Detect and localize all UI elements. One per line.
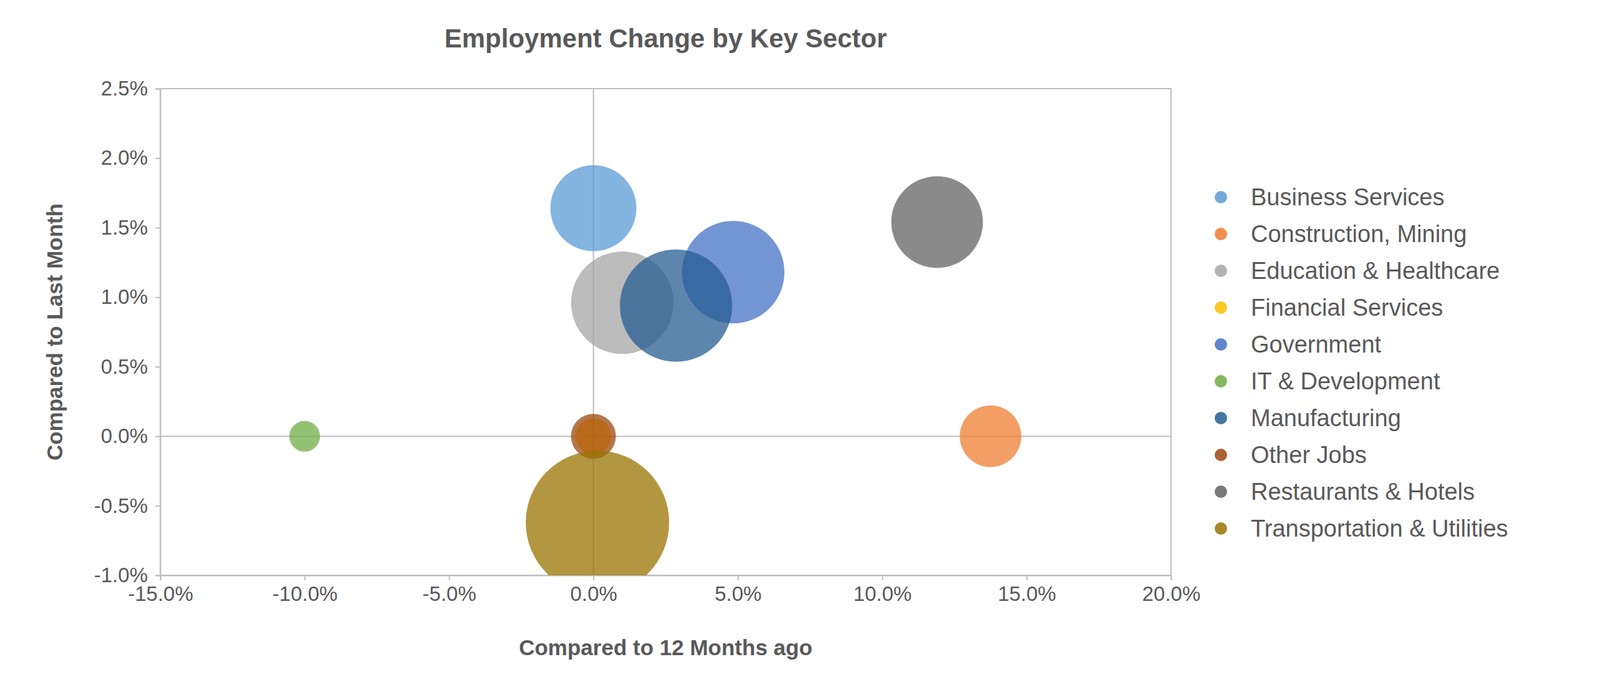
legend-label: Manufacturing	[1250, 404, 1402, 431]
x-axis-title: Compared to 12 Months ago	[518, 634, 813, 660]
legend-label: Business Services	[1250, 183, 1445, 211]
y-tick-mark	[155, 574, 161, 577]
legend-item: Financial Services	[1214, 294, 1443, 321]
chart: Employment Change by Key Sector-15.0%-10…	[0, 0, 1600, 692]
x-tick-mark	[592, 574, 595, 580]
x-axis: -15.0%-10.0%-5.0%0.0%5.0%10.0%15.0%20.0%	[127, 574, 1201, 605]
legend-item: Business Services	[1214, 183, 1445, 211]
y-tick: 1.0%	[101, 284, 161, 309]
y-tick-label: 0.0%	[101, 424, 148, 448]
y-tick-label: 0.5%	[101, 354, 148, 378]
y-tick-label: -0.5%	[94, 493, 148, 517]
legend-item: Restaurants & Hotels	[1214, 478, 1475, 505]
legend-label: IT & Development	[1250, 367, 1441, 395]
legend-marker	[1214, 337, 1228, 351]
y-tick: -1.0%	[94, 563, 161, 587]
y-tick-mark	[155, 505, 161, 507]
y-tick-label: -1.0%	[94, 563, 148, 587]
legend-label: Financial Services	[1250, 294, 1443, 321]
x-tick-label: 0.0%	[570, 581, 618, 605]
y-tick: 0.0%	[101, 424, 161, 448]
legend-marker	[1214, 190, 1228, 204]
x-tick-label: 5.0%	[714, 581, 762, 605]
x-tick-label: 20.0%	[1142, 581, 1201, 605]
x-tick-label: -5.0%	[422, 581, 477, 605]
legend-item: Manufacturing	[1214, 404, 1402, 431]
x-tick: 20.0%	[1142, 574, 1201, 605]
y-tick: 0.5%	[101, 354, 161, 378]
legend-label: Other Jobs	[1250, 441, 1367, 468]
legend-item: Construction, Mining	[1214, 220, 1467, 247]
y-tick-mark	[155, 366, 161, 368]
legend-label: Transportation & Utilities	[1250, 515, 1509, 542]
y-tick: 2.5%	[101, 76, 161, 100]
legend-marker	[1214, 264, 1228, 277]
y-tick: 2.0%	[101, 145, 161, 169]
x-axis-line	[160, 575, 1172, 581]
bubble	[550, 165, 637, 252]
bubble	[525, 450, 670, 575]
x-tick-mark	[881, 574, 883, 580]
y-axis-title: Compared to Last Month	[42, 203, 67, 461]
legend-item: Transportation & Utilities	[1214, 515, 1509, 542]
x-tick-mark	[1026, 574, 1028, 580]
legend-label: Education & Healthcare	[1250, 257, 1500, 284]
bubble	[959, 405, 1022, 468]
legend-marker	[1214, 521, 1228, 535]
x-tick-mark	[1171, 574, 1173, 580]
bubble	[289, 420, 320, 452]
x-tick-label: -10.0%	[272, 581, 338, 605]
x-tick: 0.0%	[570, 574, 618, 605]
x-tick-mark	[737, 574, 739, 580]
x-tick: 15.0%	[997, 574, 1057, 605]
legend-marker	[1214, 301, 1228, 314]
bubbles	[289, 165, 1022, 575]
legend-marker	[1214, 227, 1228, 241]
y-tick-mark	[155, 435, 161, 438]
y-tick-label: 2.0%	[101, 145, 148, 169]
y-tick-mark	[155, 157, 161, 160]
legend-item: Government	[1214, 331, 1382, 358]
bubble	[891, 175, 983, 268]
y-tick-mark	[155, 226, 161, 229]
legend-marker	[1214, 485, 1228, 498]
legend-label: Construction, Mining	[1250, 220, 1467, 247]
legend-marker	[1214, 411, 1228, 425]
legend-item: Education & Healthcare	[1214, 257, 1500, 284]
legend-item: IT & Development	[1214, 367, 1441, 395]
title: Employment Change by Key Sector	[444, 23, 888, 54]
legend-marker	[1214, 374, 1228, 388]
legend-item: Other Jobs	[1214, 441, 1367, 468]
legend-label: Government	[1250, 331, 1382, 358]
x-tick-label: 15.0%	[997, 581, 1057, 605]
y-axis-line	[155, 89, 161, 576]
legend-label: Restaurants & Hotels	[1250, 478, 1475, 505]
y-tick-mark	[155, 88, 161, 90]
legend-marker	[1214, 448, 1228, 461]
x-tick: -10.0%	[272, 574, 338, 605]
y-tick-mark	[155, 296, 161, 299]
y-tick-label: 1.5%	[101, 215, 148, 239]
bubble	[619, 249, 733, 362]
y-tick: -0.5%	[94, 493, 161, 517]
y-tick: 1.5%	[101, 215, 161, 239]
y-tick-label: 2.5%	[101, 76, 148, 100]
x-tick-mark	[448, 574, 451, 580]
y-tick-label: 1.0%	[101, 284, 148, 309]
x-tick-label: 10.0%	[853, 581, 913, 605]
x-tick-mark	[304, 574, 306, 580]
x-tick: -5.0%	[422, 574, 477, 605]
x-tick: 5.0%	[714, 574, 762, 605]
x-tick: 10.0%	[853, 574, 913, 605]
legend: Business Services Construction, Mining Edu…	[1214, 183, 1509, 542]
y-axis: -1.0% -0.5% 0.0% 0.5% 1.0% 1.5% 2.0% 2.5%	[94, 76, 161, 587]
